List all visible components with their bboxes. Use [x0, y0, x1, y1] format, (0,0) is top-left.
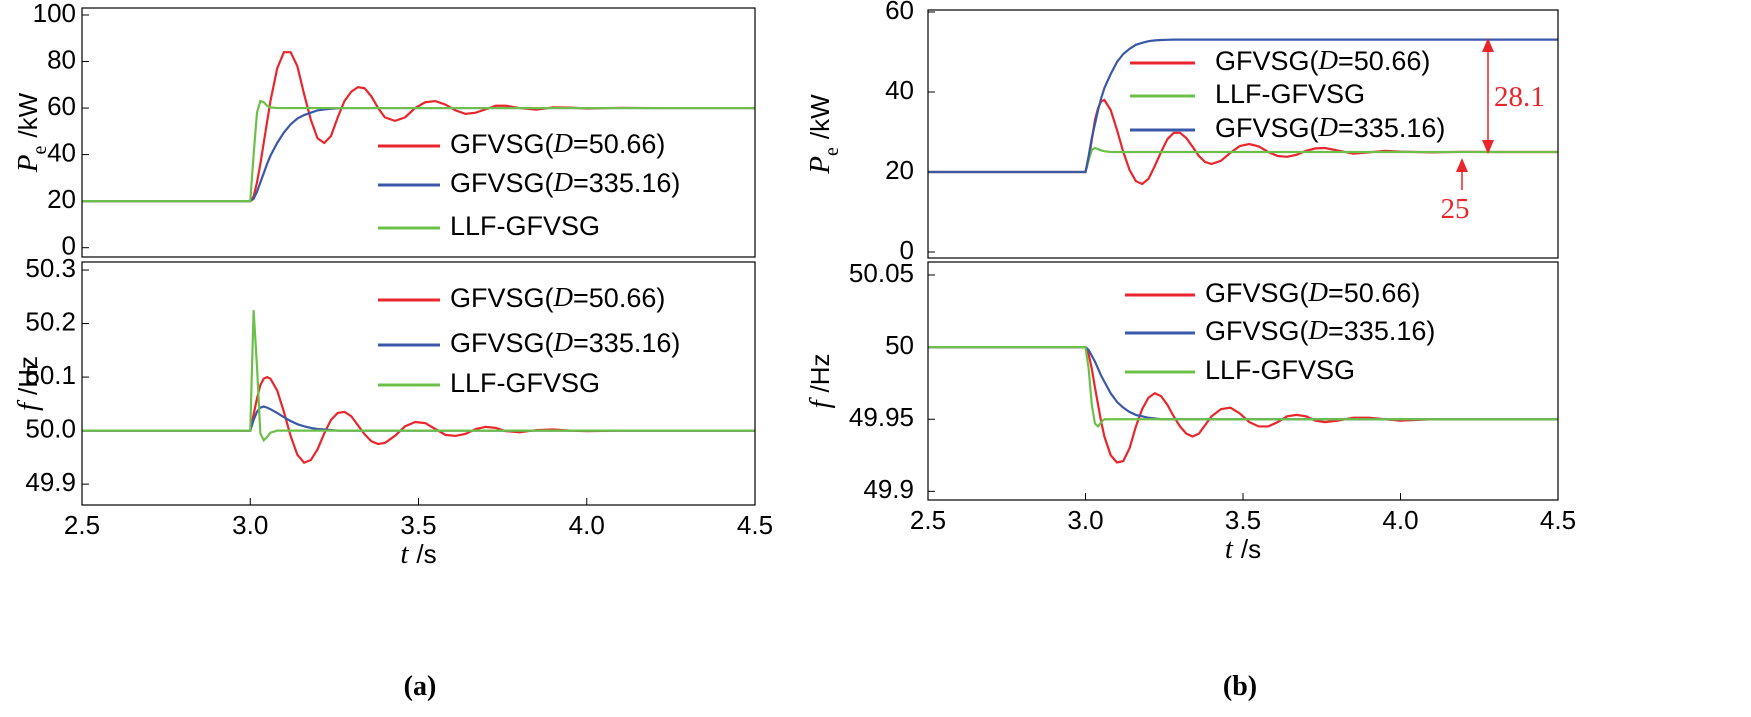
plot-frame — [927, 261, 1559, 501]
panel-label: (b) — [1223, 671, 1257, 702]
data-line — [82, 310, 755, 443]
y-axis-label: Pe/kW — [12, 92, 51, 173]
x-label-symbol: t — [1225, 533, 1234, 565]
panel-label: (a) — [404, 671, 437, 702]
annotation: 28.1 — [1494, 81, 1545, 113]
y-label-unit: /kW — [805, 94, 835, 139]
y-label-symbol: P — [804, 156, 836, 175]
legend-label: GFVSG(D=50.66) — [1215, 45, 1430, 76]
y-label-unit: /kW — [13, 92, 43, 137]
y-tick-label: 0 — [900, 235, 914, 265]
x-tick-label: 4.0 — [569, 510, 605, 540]
y-label-unit: /Hz — [805, 353, 835, 392]
data-line — [928, 346, 1558, 429]
x-tick-label: 4.0 — [1382, 505, 1418, 535]
y-tick-label: 40 — [47, 137, 76, 167]
annotation: 25 — [1441, 193, 1470, 225]
plot-frame — [81, 261, 756, 506]
y-label-symbol: f — [804, 397, 836, 409]
legend-label: LLF-GFVSG — [1215, 79, 1365, 109]
plot-frame — [81, 7, 756, 258]
legend-label: LLF-GFVSG — [1205, 355, 1355, 385]
legend-label: LLF-GFVSG — [450, 211, 600, 241]
x-label-symbol: t — [400, 538, 409, 570]
legend-label: GFVSG(D=335.16) — [1205, 315, 1435, 346]
x-tick-label: 3.5 — [1225, 505, 1261, 535]
x-tick-label: 4.5 — [737, 510, 773, 540]
x-axis-label: t/s — [1225, 533, 1261, 565]
y-tick-label: 50.2 — [25, 306, 76, 336]
y-tick-label: 0 — [62, 231, 76, 261]
y-tick-label: 50 — [885, 330, 914, 360]
y-tick-label: 49.95 — [849, 402, 914, 432]
y-tick-label: 50.3 — [25, 253, 76, 283]
data-line — [928, 346, 1558, 464]
y-label-unit: /Hz — [13, 356, 43, 395]
y-tick-label: 80 — [47, 44, 76, 74]
x-tick-label: 3.5 — [400, 510, 436, 540]
y-tick-label: 60 — [47, 91, 76, 121]
y-tick-label: 20 — [47, 184, 76, 214]
legend-label: GFVSG(D=335.16) — [450, 167, 680, 198]
y-axis-label: f/Hz — [804, 353, 836, 408]
data-line — [82, 405, 755, 432]
data-line — [82, 375, 755, 465]
y-tick-label: 20 — [885, 155, 914, 185]
y-label-subscript: e — [821, 147, 843, 156]
data-line — [928, 38, 1558, 174]
y-tick-label: 40 — [885, 75, 914, 105]
x-tick-label: 3.0 — [232, 510, 268, 540]
x-tick-label: 3.0 — [1067, 505, 1103, 535]
y-label-subscript: e — [29, 145, 51, 154]
y-tick-label: 100 — [33, 0, 76, 28]
y-tick-label: 50.0 — [25, 413, 76, 443]
y-tick-label: 60 — [885, 0, 914, 25]
y-axis-label: f/Hz — [12, 356, 44, 411]
y-tick-label: 50.1 — [25, 360, 76, 390]
legend-label: GFVSG(D=335.16) — [450, 327, 680, 358]
annotation-arrowhead — [1482, 140, 1494, 154]
x-tick-label: 4.5 — [1540, 505, 1576, 535]
annotation-arrowhead — [1482, 38, 1494, 52]
y-label-symbol: f — [12, 399, 44, 411]
legend-label: GFVSG(D=335.16) — [1215, 112, 1445, 143]
annotation-arrowhead — [1456, 158, 1468, 172]
data-line — [928, 146, 1558, 174]
y-tick-label: 50.05 — [849, 258, 914, 288]
y-axis-label: Pe/kW — [804, 94, 843, 175]
legend-label: GFVSG(D=50.66) — [450, 282, 665, 313]
y-tick-label: 49.9 — [863, 474, 914, 504]
x-axis-label: t/s — [400, 538, 436, 570]
y-label-symbol: P — [12, 154, 44, 173]
x-label-unit: /s — [1241, 534, 1261, 564]
y-tick-label: 49.9 — [25, 467, 76, 497]
plot-frame — [927, 9, 1559, 259]
legend-label: GFVSG(D=50.66) — [1205, 277, 1420, 308]
legend-label: LLF-GFVSG — [450, 368, 600, 398]
data-line — [928, 98, 1558, 186]
x-tick-label: 2.5 — [64, 510, 100, 540]
data-line — [82, 99, 755, 203]
x-label-unit: /s — [416, 539, 436, 569]
legend-label: GFVSG(D=50.66) — [450, 128, 665, 159]
x-tick-label: 2.5 — [910, 505, 946, 535]
